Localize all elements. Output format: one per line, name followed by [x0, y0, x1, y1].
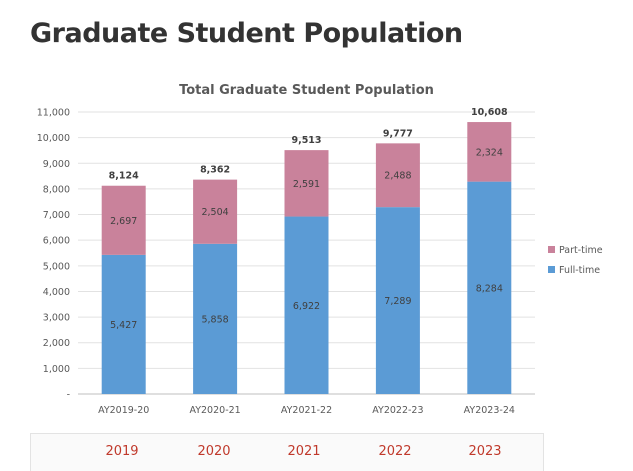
- y-tick-label: 5,000: [43, 261, 70, 272]
- bar-full-time-ay2021-22: [284, 216, 329, 394]
- data-label-part-time: 2,324: [476, 147, 503, 158]
- x-tick-label: AY2021-22: [281, 405, 332, 416]
- x-tick-label: AY2019-20: [98, 405, 149, 416]
- x-tick-label: AY2022-23: [372, 405, 423, 416]
- bar-part-time-ay2020-21: [193, 179, 238, 244]
- y-tick-label: 3,000: [43, 313, 70, 324]
- legend-swatch-part-time: [548, 246, 555, 253]
- data-label-full-time: 5,858: [201, 314, 228, 325]
- bar-full-time-ay2023-24: [467, 181, 512, 394]
- data-label-part-time: 2,697: [110, 216, 137, 227]
- chart-title: Total Graduate Student Population: [179, 83, 434, 98]
- bar-part-time-ay2019-20: [101, 185, 146, 255]
- y-tick-label: 8,000: [43, 184, 70, 195]
- page-title: Graduate Student Population: [30, 18, 463, 49]
- legend-label-part-time: Part-time: [559, 245, 603, 256]
- bar-full-time-ay2020-21: [193, 243, 238, 394]
- data-label-full-time: 8,284: [476, 283, 503, 294]
- data-label-part-time: 2,591: [293, 179, 320, 190]
- legend-swatch-full-time: [548, 266, 555, 273]
- bar-full-time-ay2019-20: [101, 254, 146, 394]
- total-label: 9,777: [383, 128, 413, 139]
- y-tick-label: 6,000: [43, 236, 70, 247]
- year-tab-2023[interactable]: 2023: [468, 444, 502, 459]
- legend-label-full-time: Full-time: [559, 265, 600, 276]
- year-tab-2021[interactable]: 2021: [287, 444, 321, 459]
- data-label-part-time: 2,504: [201, 207, 228, 218]
- bar-part-time-ay2021-22: [284, 150, 329, 217]
- stacked-bar-chart: Total Graduate Student Population - 1,000 2…: [37, 83, 603, 416]
- bar-part-time-ay2023-24: [467, 122, 512, 182]
- x-tick-label: AY2020-21: [189, 405, 240, 416]
- data-label-full-time: 5,427: [110, 320, 137, 331]
- y-tick-label: 2,000: [43, 338, 70, 349]
- data-label-part-time: 2,488: [384, 171, 411, 182]
- total-label: 9,513: [291, 135, 321, 146]
- data-label-full-time: 7,289: [384, 296, 411, 307]
- y-tick-label: 9,000: [43, 159, 70, 170]
- x-tick-label: AY2023-24: [464, 405, 515, 416]
- year-tab-2022[interactable]: 2022: [378, 444, 412, 459]
- y-tick-label: 1,000: [43, 364, 70, 375]
- year-tab-2020[interactable]: 2020: [197, 444, 231, 459]
- year-tab-bar: 2019 2020 2021 2022 2023: [30, 433, 544, 471]
- year-tab-2019[interactable]: 2019: [105, 444, 139, 459]
- total-label: 10,608: [471, 107, 508, 118]
- total-label: 8,362: [200, 165, 230, 176]
- y-tick-label: 7,000: [43, 210, 70, 221]
- total-label: 8,124: [109, 171, 139, 182]
- y-tick-label: 10,000: [37, 133, 70, 144]
- y-tick-label: 11,000: [37, 108, 70, 119]
- bar-part-time-ay2022-23: [375, 143, 420, 208]
- y-tick-label: -: [67, 390, 70, 401]
- bar-full-time-ay2022-23: [375, 207, 420, 394]
- y-tick-label: 4,000: [43, 287, 70, 298]
- data-label-full-time: 6,922: [293, 301, 320, 312]
